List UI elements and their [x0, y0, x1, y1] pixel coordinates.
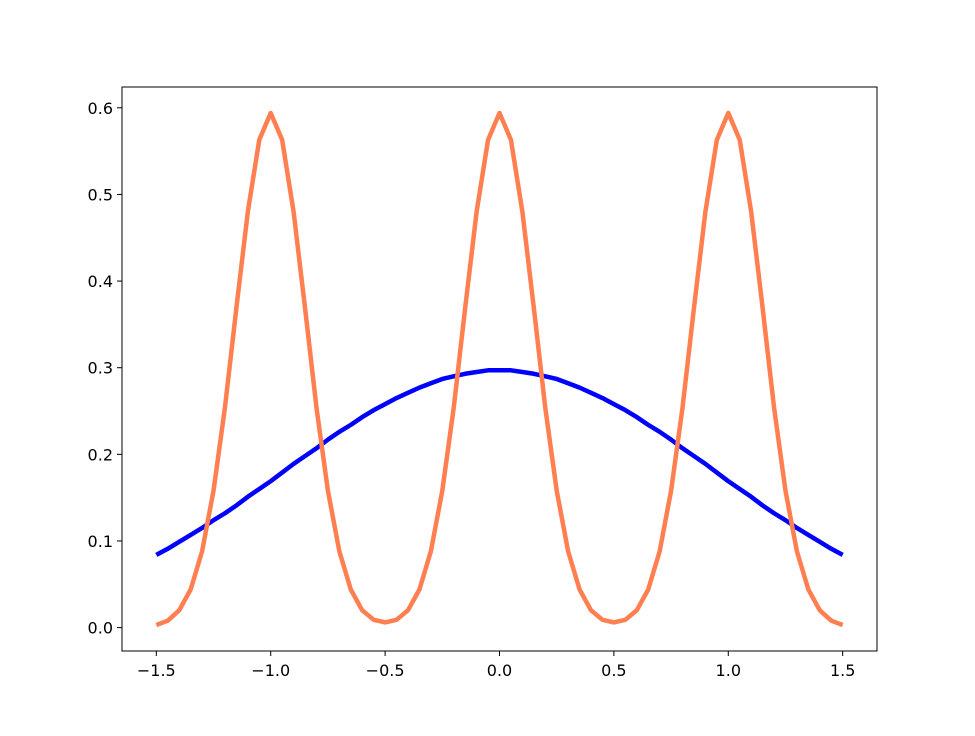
x-tick-label: 1.0	[716, 661, 741, 680]
y-tick-label: 0.2	[88, 445, 113, 464]
x-tick-label: 0.0	[487, 661, 512, 680]
plot-area	[155, 110, 844, 628]
line-series	[155, 368, 844, 557]
line-series	[155, 110, 844, 628]
y-tick-label: 0.6	[88, 99, 113, 118]
y-tick-label: 0.5	[88, 185, 113, 204]
x-tick-label: −1.5	[137, 661, 176, 680]
x-tick-label: −0.5	[366, 661, 405, 680]
x-tick-label: −1.0	[251, 661, 290, 680]
y-tick-label: 0.3	[88, 359, 113, 378]
y-tick-label: 0.1	[88, 532, 113, 551]
y-tick-label: 0.0	[88, 619, 113, 638]
x-tick-label: 1.5	[830, 661, 855, 680]
x-tick-label: 0.5	[601, 661, 626, 680]
y-tick-label: 0.4	[88, 272, 113, 291]
